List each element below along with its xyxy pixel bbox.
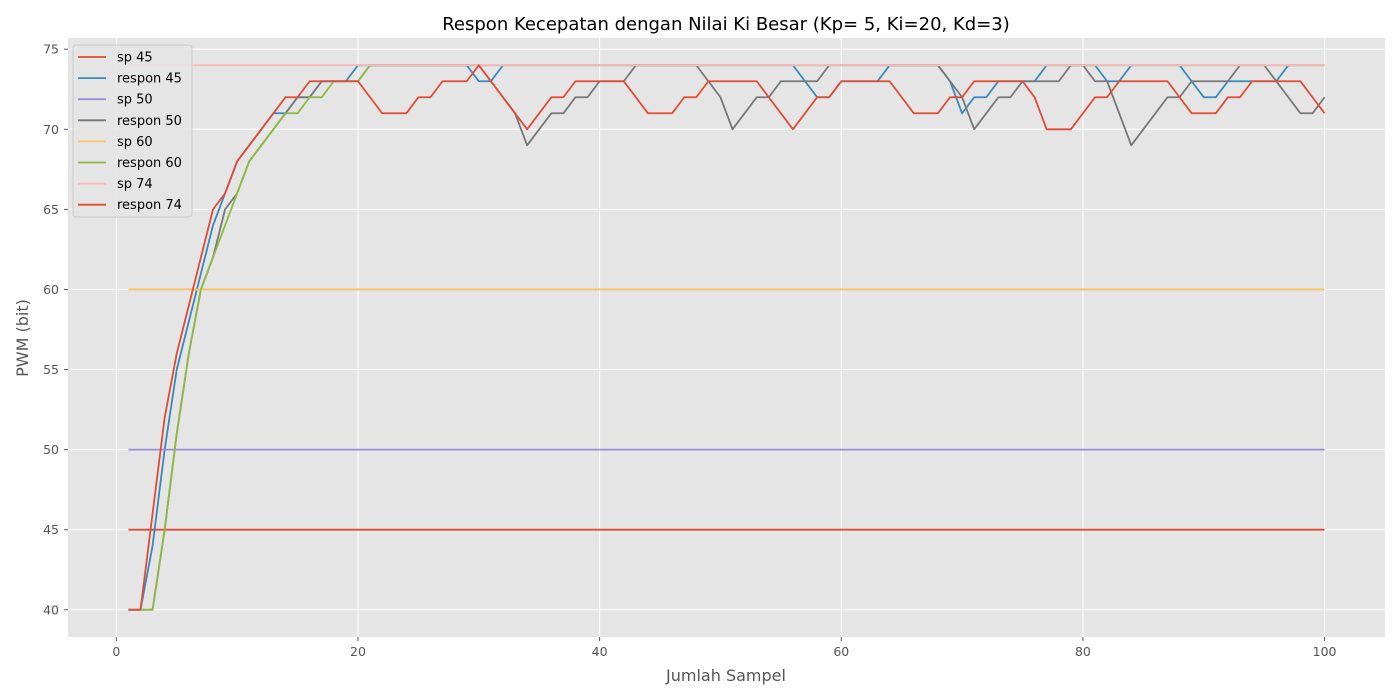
y-axis-ticks: 40 45 50 55 60 65 70 75 [43, 42, 68, 617]
y-tick-label: 60 [43, 282, 59, 297]
y-tick-label: 40 [43, 602, 59, 617]
y-tick-label: 45 [43, 522, 59, 537]
series-group [128, 64, 1326, 611]
y-tick-label: 70 [43, 122, 59, 137]
y-axis-label: PWM (bit) [13, 299, 32, 377]
legend-label-respon-45: respon 45 [117, 72, 182, 87]
legend-label-respon-50: respon 50 [117, 114, 182, 129]
legend-box [72, 44, 193, 218]
x-tick-label: 60 [833, 644, 849, 659]
x-axis-ticks: 0 20 40 60 80 100 [112, 637, 1337, 659]
series-line-respon-74 [128, 64, 1326, 611]
legend: sp 45 respon 45 sp 50 respon 50 sp 60 respon … [72, 44, 193, 218]
legend-label-sp-60: sp 60 [117, 135, 153, 150]
y-tick-label: 75 [43, 42, 59, 57]
x-tick-label: 80 [1075, 644, 1091, 659]
x-tick-label: 40 [592, 644, 608, 659]
legend-label-sp-74: sp 74 [117, 177, 153, 192]
chart-title: Respon Kecepatan dengan Nilai Ki Besar (… [442, 14, 1010, 35]
x-tick-label: 100 [1313, 644, 1337, 659]
legend-label-respon-60: respon 60 [117, 156, 182, 171]
plot-background [68, 38, 1385, 637]
x-tick-label: 20 [350, 644, 366, 659]
x-axis-label: Jumlah Sampel [665, 666, 786, 685]
legend-label-sp-50: sp 50 [117, 93, 153, 108]
legend-label-respon-74: respon 74 [117, 198, 182, 213]
y-tick-label: 50 [43, 442, 59, 457]
legend-label-sp-45: sp 45 [117, 51, 153, 66]
y-tick-label: 65 [43, 202, 59, 217]
y-tick-label: 55 [43, 362, 59, 377]
x-tick-label: 0 [112, 644, 120, 659]
